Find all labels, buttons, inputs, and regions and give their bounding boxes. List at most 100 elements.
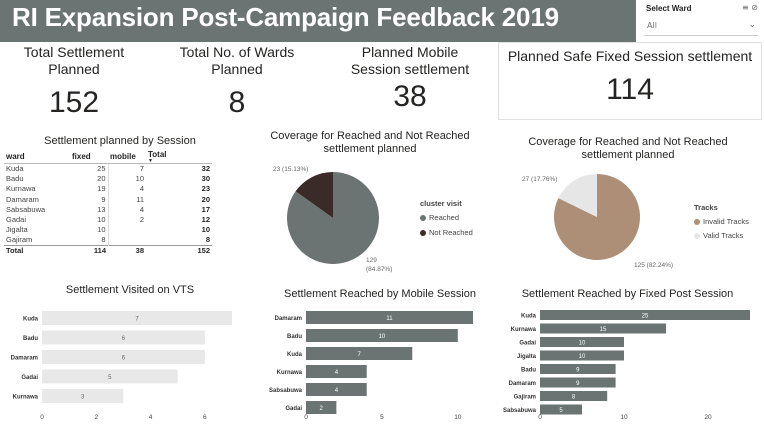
mobile-bar-chart[interactable]: Damaram 11 Badu 10 Kuda 7 Kurnawa 4 Sabsabuwa 4 Ga…	[250, 304, 495, 428]
bar-category-label: Gajiram	[514, 395, 536, 401]
legend-item-reached[interactable]: Reached	[420, 213, 473, 222]
table-cell: 9	[70, 194, 109, 205]
bar-kurnawa[interactable]	[42, 389, 124, 403]
table-cell: 4	[139, 204, 144, 214]
bar-data-label: 25	[642, 314, 649, 320]
table-cell: Gadai	[6, 215, 27, 225]
pie-slice-valid-tracks[interactable]	[558, 174, 597, 217]
table-cell: 23	[201, 184, 210, 194]
table-cell: 4	[139, 184, 144, 194]
table-cell: Total	[4, 244, 70, 256]
table-cell: 10	[70, 214, 109, 225]
table-cell: Kuda	[6, 164, 24, 174]
pie1-label-not-reached: 23 (15.13%)	[273, 166, 309, 173]
table-cell: 17	[201, 204, 210, 214]
matrix-header-mobile[interactable]: mobile	[108, 150, 146, 164]
x-tick-label: 5	[380, 414, 384, 421]
bar-badu[interactable]	[540, 364, 616, 374]
matrix-header-fixed[interactable]: fixed	[70, 150, 108, 164]
kpi-value: 8	[228, 86, 246, 119]
bar-gadai[interactable]	[540, 337, 624, 347]
legend-item-valid-tracks[interactable]: Valid Tracks	[694, 231, 749, 240]
legend-swatch	[694, 218, 700, 225]
page-title: RI Expansion Post-Campaign Feedback 2019	[12, 2, 559, 32]
kpi-value: 152	[48, 86, 100, 119]
title-bar: RI Expansion Post-Campaign Feedback 2019	[0, 0, 636, 42]
bar-data-label: 7	[135, 317, 139, 323]
bar-sabsabuwa[interactable]	[540, 404, 582, 415]
pie1-slices	[287, 172, 379, 264]
table-cell: 10	[135, 174, 144, 184]
bar-data-label: 5	[108, 375, 112, 381]
matrix-header-ward[interactable]: ward	[4, 150, 70, 164]
pie1-label-reached-value: 129	[366, 257, 377, 264]
x-tick-label: 10	[454, 414, 462, 421]
ward-dropdown[interactable]: All ⌄	[644, 18, 758, 36]
bar-sabsabuwa[interactable]	[306, 383, 367, 396]
table-row: Damaram 9 11 20	[4, 194, 212, 205]
bar-kurnawa[interactable]	[540, 323, 666, 334]
bar-damaram[interactable]	[306, 311, 473, 324]
kpi-mobile-session: Planned Mobile Session settlement 38	[338, 44, 482, 122]
table-row: Kurnawa 19 4 23	[4, 183, 212, 195]
bar-category-label: Kurnawa	[277, 370, 303, 376]
table-cell: 38	[108, 244, 146, 256]
legend-label: Reached	[429, 213, 460, 222]
vts-bar-chart[interactable]: Kuda 7 Badu 6 Damaram 6 Gadai 5 Kurnawa 3 0 2 4 6	[0, 300, 245, 428]
bar-badu[interactable]	[42, 330, 205, 345]
bar-category-label: Kuda	[23, 317, 39, 323]
bar-data-label: 15	[600, 327, 607, 333]
bar-badu[interactable]	[306, 329, 458, 342]
table-cell: 2	[139, 215, 144, 225]
table-cell: Damaram	[6, 194, 39, 204]
bar-category-label: Gadai	[519, 341, 536, 347]
pie-slice-not-reached[interactable]	[295, 172, 333, 218]
x-tick-label: 0	[538, 414, 542, 421]
bar-kurnawa[interactable]	[306, 365, 367, 378]
table-cell	[108, 225, 146, 235]
table-cell: 19	[70, 183, 109, 195]
bar-gadai[interactable]	[42, 369, 178, 384]
x-tick-label: 6	[203, 414, 207, 421]
bar-kuda[interactable]	[42, 311, 232, 325]
bar-damaram[interactable]	[42, 350, 205, 364]
kpi-value: 38	[393, 80, 427, 113]
slicer-clear-icon[interactable]: ≡ ⊘	[742, 3, 758, 12]
bar-kuda[interactable]	[540, 310, 750, 320]
matrix-header-total[interactable]: Total ▼	[146, 150, 212, 164]
pie1-chart[interactable]	[240, 160, 490, 280]
bar-data-label: 10	[579, 354, 586, 360]
table-row: Gadai 10 2 12	[4, 214, 212, 225]
table-cell: 20	[201, 194, 210, 204]
pie2-label-valid: 27 (17.76%)	[522, 176, 558, 183]
bar-data-label: 6	[122, 356, 126, 362]
legend-item-invalid-tracks[interactable]: Invalid Tracks	[694, 217, 749, 226]
bar-damaram[interactable]	[540, 377, 616, 388]
settlement-matrix: ward fixed mobile Total ▼ Kuda 25 7 32 Badu 2…	[4, 150, 212, 256]
legend-swatch	[420, 214, 426, 221]
pie2-slices	[554, 174, 640, 260]
bar-kuda[interactable]	[306, 347, 413, 360]
table-cell: Kurnawa	[6, 184, 36, 194]
table-row: Gajiram 8 8	[4, 234, 212, 245]
legend-item-not-reached[interactable]: Not Reached	[420, 228, 473, 237]
bar-jigalta[interactable]	[540, 350, 624, 361]
kpi-label: Total No. of Wards Planned	[179, 44, 295, 77]
table-cell: 10	[201, 225, 210, 235]
bar-category-label: Badu	[287, 334, 302, 340]
bar-gajiram[interactable]	[540, 391, 608, 401]
bar-data-label: 2	[320, 406, 324, 412]
bar-category-label: Damaram	[11, 356, 38, 362]
slicer-label: Select Ward	[646, 4, 692, 13]
pie1-label-reached-pct: (84.87%)	[366, 266, 393, 273]
bar-category-label: Kuda	[287, 352, 303, 358]
matrix-table: ward fixed mobile Total ▼ Kuda 25 7 32 Badu 2…	[4, 150, 212, 256]
bar-gadai[interactable]	[306, 401, 337, 414]
bar-data-label: 10	[379, 334, 386, 340]
bar-category-label: Damaram	[275, 316, 302, 322]
pie1-legend: cluster visit Reached Not Reached	[420, 199, 473, 237]
pie2-chart[interactable]	[510, 170, 690, 270]
fixed-bar-chart[interactable]: Kuda 25 Kurnawa 15 Gadai 10 Jigalta 10 Badu 9 Dama…	[490, 304, 764, 428]
pie2-label-invalid: 125 (82.24%)	[634, 262, 674, 269]
table-cell: 13	[70, 204, 109, 215]
